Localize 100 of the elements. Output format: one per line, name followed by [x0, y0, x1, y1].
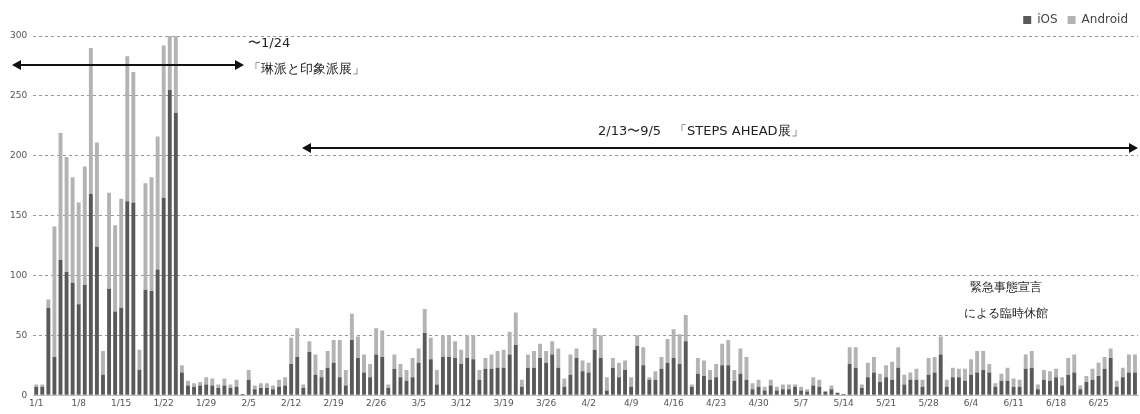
bar: [938, 336, 943, 355]
legend-label: iOS: [1037, 12, 1058, 27]
annotation: 緊急事態宣言: [970, 280, 1042, 295]
bar: [331, 362, 336, 395]
bar: [1029, 367, 1034, 395]
bar: [592, 349, 597, 395]
bar: [586, 372, 591, 395]
bar: [1072, 372, 1077, 395]
x-tick-label: 4/9: [623, 397, 639, 408]
bar: [623, 360, 627, 371]
bar: [64, 156, 69, 272]
bar: [932, 372, 937, 395]
bar: [410, 377, 415, 395]
bar: [119, 198, 124, 308]
bar: [374, 328, 379, 355]
bar: [167, 89, 172, 395]
bar: [1023, 354, 1028, 369]
bar: [950, 377, 955, 395]
bar: [392, 354, 397, 369]
bar: [137, 370, 142, 395]
bar: [198, 382, 203, 386]
bar: [192, 386, 196, 395]
bar: [847, 347, 852, 365]
bar: [519, 386, 524, 395]
bar: [677, 364, 682, 395]
bar: [756, 379, 761, 387]
bar: [1108, 358, 1113, 395]
y-tick-label: 0: [21, 389, 28, 400]
bar: [1114, 386, 1119, 395]
bar: [853, 347, 858, 368]
bar: [914, 368, 919, 380]
bar: [519, 379, 524, 387]
bar: [137, 349, 142, 371]
x-tick-label: 5/21: [875, 397, 897, 408]
bar: [702, 360, 706, 377]
bar: [155, 269, 160, 395]
x-tick-label: 5/7: [793, 397, 809, 408]
bar: [416, 362, 421, 395]
bar: [513, 344, 518, 395]
bar: [714, 377, 719, 395]
bar: [562, 378, 567, 387]
bar: [1084, 376, 1089, 383]
bar: [635, 335, 640, 347]
bar: [1041, 370, 1046, 380]
x-tick-label: 3/19: [493, 397, 515, 408]
bar: [204, 384, 209, 395]
y-tick-label: 50: [15, 329, 28, 340]
bar: [362, 372, 366, 395]
bar: [46, 307, 51, 395]
bar: [993, 383, 998, 387]
x-tick-label: 3/12: [451, 397, 472, 408]
bar: [1120, 367, 1125, 378]
bar: [428, 337, 433, 360]
bar: [793, 384, 797, 387]
bar: [890, 361, 895, 380]
x-tick-label: 6/18: [1045, 397, 1067, 408]
bar: [629, 377, 634, 387]
bar: [981, 370, 986, 395]
bar: [975, 372, 980, 395]
bar: [610, 358, 615, 368]
bar: [434, 370, 439, 385]
bar: [453, 358, 458, 395]
bar: [544, 350, 549, 363]
y-tick-label: 300: [9, 30, 28, 41]
x-tick-label: 5/14: [833, 397, 854, 408]
bar: [325, 350, 330, 368]
bar: [908, 372, 913, 380]
bar: [1066, 358, 1071, 375]
x-tick-label: 2/12: [281, 397, 302, 408]
bar: [878, 373, 882, 383]
bar: [999, 380, 1004, 395]
bar: [173, 112, 178, 395]
bar: [865, 377, 870, 395]
y-tick-label: 100: [9, 269, 28, 280]
bar: [793, 386, 797, 395]
bar: [1126, 372, 1131, 395]
bar: [501, 367, 506, 395]
bar: [192, 383, 196, 387]
x-tick-label: 3/5: [411, 397, 426, 408]
bar: [1048, 371, 1052, 381]
bar: [258, 388, 263, 395]
bar: [161, 197, 166, 395]
bar: [422, 308, 427, 333]
bar: [252, 389, 257, 395]
bar: [756, 386, 761, 395]
bar: [507, 331, 512, 355]
bar: [34, 384, 39, 387]
bar: [131, 202, 136, 395]
bar: [623, 370, 627, 395]
bar: [343, 385, 348, 395]
bar: [914, 379, 919, 395]
bar: [1017, 379, 1022, 387]
bar: [550, 341, 555, 355]
bar: [210, 378, 215, 386]
bar: [368, 377, 373, 395]
x-tick-label: 6/4: [963, 397, 979, 408]
bar: [307, 352, 312, 395]
bar: [440, 356, 445, 395]
bar: [556, 348, 561, 368]
bar: [956, 368, 961, 378]
